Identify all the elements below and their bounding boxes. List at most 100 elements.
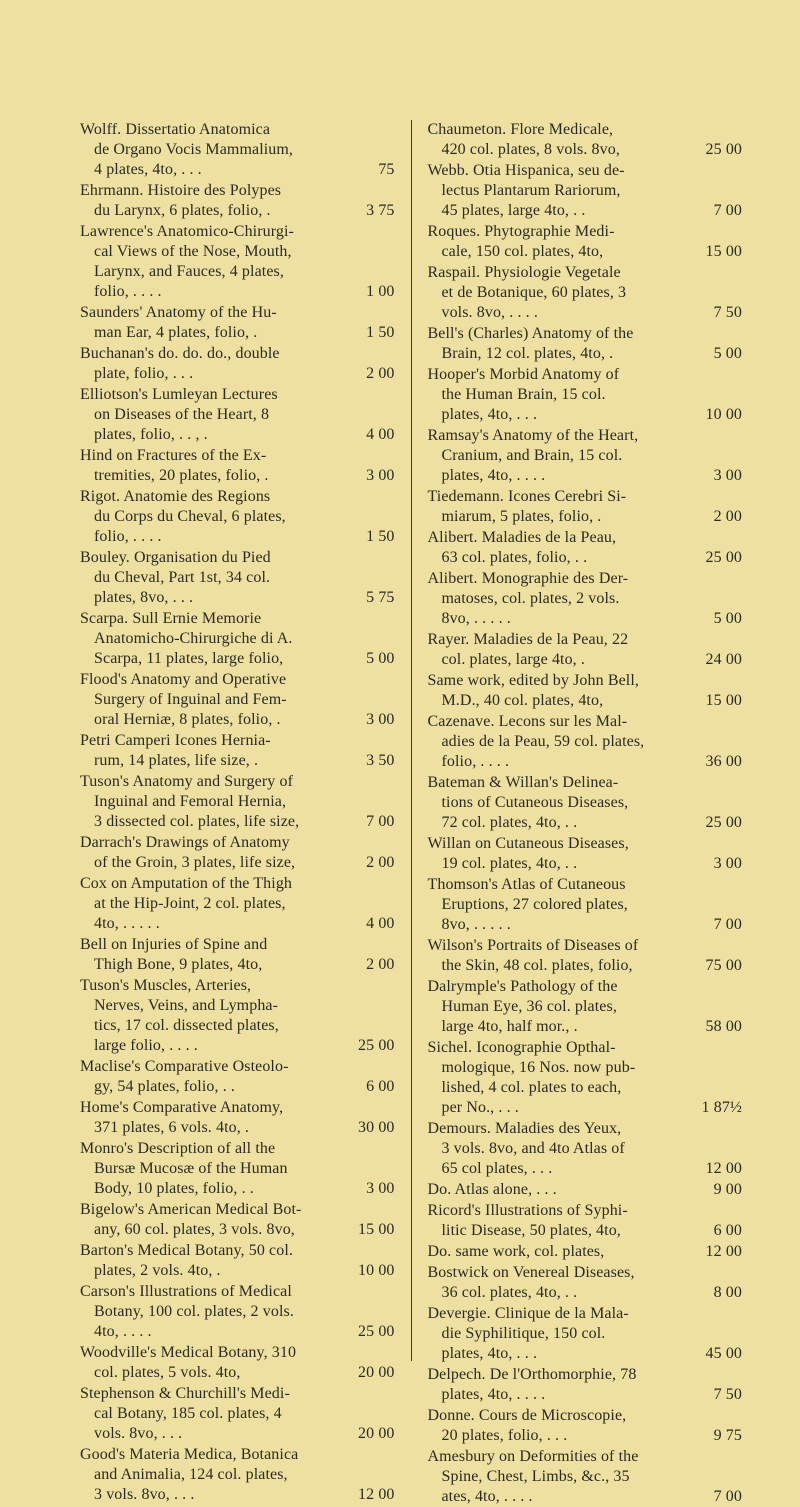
entry-line: Alibert. Monographie des Der-	[427, 569, 628, 589]
entry-line: litic Disease, 50 plates, 4to,	[427, 1221, 627, 1241]
catalog-entry: Do. same work, col. plates,12 00	[427, 1242, 742, 1262]
entry-line: 3 vols. 8vo, and 4to Atlas of	[427, 1139, 624, 1159]
entry-text: Petri Camperi Icones Hernia-rum, 14 plat…	[80, 731, 271, 771]
entry-text: Do. same work, col. plates,	[427, 1242, 604, 1262]
entry-line: Darrach's Drawings of Anatomy	[80, 833, 295, 853]
entry-price: 1 00	[349, 282, 395, 302]
entry-line: Larynx, and Fauces, 4 plates,	[80, 262, 294, 282]
catalog-entry: Lawrence's Anatomico-Chirurgi-cal Views …	[80, 222, 395, 302]
entry-text: Webb. Otia Hispanica, seu de-lectus Plan…	[427, 161, 624, 221]
entry-line: Cazenave. Lecons sur les Mal-	[427, 712, 644, 732]
entry-line: 45 plates, large 4to, . .	[427, 201, 624, 221]
entry-line: Bigelow's American Medical Bot-	[80, 1200, 302, 1220]
entry-price: 24 00	[696, 650, 742, 670]
entry-line: lectus Plantarum Rariorum,	[427, 181, 624, 201]
entry-text: Raspail. Physiologie Vegetaleet de Botan…	[427, 263, 626, 323]
entry-text: Ricord's Illustrations of Syphi-litic Di…	[427, 1201, 627, 1241]
entry-line: ates, 4to, . . . .	[427, 1487, 638, 1507]
entry-price: 7 50	[696, 1385, 742, 1405]
entry-line: et de Botanique, 60 plates, 3	[427, 283, 626, 303]
entry-line: Delpech. De l'Orthomorphie, 78	[427, 1365, 636, 1385]
entry-price: 58 00	[696, 1017, 742, 1037]
entry-line: Surgery of Inguinal and Fem-	[80, 690, 287, 710]
entry-price: 20 00	[349, 1363, 395, 1383]
entry-line: Nerves, Veins, and Lympha-	[80, 996, 279, 1016]
entry-text: Wilson's Portraits of Diseases ofthe Ski…	[427, 936, 638, 976]
entry-price: 75 00	[696, 956, 742, 976]
entry-text: Alibert. Monographie des Der-matoses, co…	[427, 569, 628, 629]
entry-text: Amesbury on Deformities of theSpine, Che…	[427, 1447, 638, 1507]
entry-text: Bell's (Charles) Anatomy of theBrain, 12…	[427, 324, 633, 364]
entry-line: Bursæ Mucosæ of the Human	[80, 1159, 288, 1179]
entry-text: Thomson's Atlas of CutaneousEruptions, 2…	[427, 875, 627, 935]
catalog-entry: Buchanan's do. do. do., doubleplate, fol…	[80, 344, 395, 384]
entry-price: 10 00	[696, 405, 742, 425]
entry-text: Bell on Injuries of Spine andThigh Bone,…	[80, 935, 267, 975]
entry-text: Woodville's Medical Botany, 310col. plat…	[80, 1343, 296, 1383]
entry-text: Bouley. Organisation du Pieddu Cheval, P…	[80, 548, 271, 608]
entry-line: die Syphilitique, 150 col.	[427, 1324, 628, 1344]
entry-line: plates, 8vo, . . .	[80, 588, 271, 608]
entry-line: Alibert. Maladies de la Peau,	[427, 528, 616, 548]
entry-line: 8vo, . . . . .	[427, 915, 627, 935]
entry-line: Do. same work, col. plates,	[427, 1242, 604, 1262]
entry-line: Bell on Injuries of Spine and	[80, 935, 267, 955]
entry-line: man Ear, 4 plates, folio, .	[80, 323, 277, 343]
entry-line: Tuson's Muscles, Arteries,	[80, 976, 279, 996]
entry-line: Body, 10 plates, folio, . .	[80, 1179, 288, 1199]
entry-price: 20 00	[349, 1424, 395, 1444]
entry-line: Donne. Cours de Microscopie,	[427, 1406, 626, 1426]
entry-line: Chaumeton. Flore Medicale,	[427, 120, 619, 140]
entry-price: 9 75	[696, 1426, 742, 1446]
entry-line: col. plates, large 4to, .	[427, 650, 628, 670]
entry-line: miarum, 5 plates, folio, .	[427, 507, 626, 527]
catalog-entry: Monro's Description of all theBursæ Muco…	[80, 1139, 395, 1199]
entry-text: Ehrmann. Histoire des Polypesdu Larynx, …	[80, 181, 281, 221]
entry-price: 45 00	[696, 1344, 742, 1364]
entry-line: 72 col. plates, 4to, . .	[427, 813, 628, 833]
entry-line: du Cheval, Part 1st, 34 col.	[80, 568, 271, 588]
entry-line: Willan on Cutaneous Diseases,	[427, 834, 628, 854]
entry-line: Petri Camperi Icones Hernia-	[80, 731, 271, 751]
entry-price: 3 75	[349, 201, 395, 221]
catalog-entry: Hooper's Morbid Anatomy ofthe Human Brai…	[427, 365, 742, 425]
entry-line: plates, 4to, . . .	[427, 1344, 628, 1364]
entry-text: Demours. Maladies des Yeux,3 vols. 8vo, …	[427, 1119, 624, 1179]
entry-price: 5 00	[696, 609, 742, 629]
entry-text: Rigot. Anatomie des Regionsdu Corps du C…	[80, 487, 286, 547]
entry-line: Thigh Bone, 9 plates, 4to,	[80, 955, 267, 975]
entry-text: Alibert. Maladies de la Peau,63 col. pla…	[427, 528, 616, 568]
entry-text: Hooper's Morbid Anatomy ofthe Human Brai…	[427, 365, 619, 425]
entry-line: folio, . . . .	[80, 282, 294, 302]
entry-line: on Diseases of the Heart, 8	[80, 405, 278, 425]
catalog-entry: Amesbury on Deformities of theSpine, Che…	[427, 1447, 742, 1507]
entry-line: 4to, . . . .	[80, 1322, 294, 1342]
entry-line: du Larynx, 6 plates, folio, .	[80, 201, 281, 221]
catalog-entry: Rayer. Maladies de la Peau, 22col. plate…	[427, 630, 742, 670]
entry-price: 3 00	[349, 466, 395, 486]
catalog-entry: Hind on Fractures of the Ex-tremities, 2…	[80, 446, 395, 486]
entry-text: Roques. Phytographie Medi-cale, 150 col.…	[427, 222, 614, 262]
entry-line: 36 col. plates, 4to, . .	[427, 1283, 634, 1303]
entry-line: col. plates, 5 vols. 4to,	[80, 1363, 296, 1383]
catalog-entry: Demours. Maladies des Yeux,3 vols. 8vo, …	[427, 1119, 742, 1179]
entry-line: cale, 150 col. plates, 4to,	[427, 242, 614, 262]
catalog-entry: Delpech. De l'Orthomorphie, 78plates, 4t…	[427, 1365, 742, 1405]
catalog-entry: Willan on Cutaneous Diseases,19 col. pla…	[427, 834, 742, 874]
entry-price: 15 00	[696, 242, 742, 262]
entry-text: Chaumeton. Flore Medicale,420 col. plate…	[427, 120, 619, 160]
entry-line: 420 col. plates, 8 vols. 8vo,	[427, 140, 619, 160]
entry-line: Wolff. Dissertatio Anatomica	[80, 120, 293, 140]
catalog-entry: Stephenson & Churchill's Medi-cal Botany…	[80, 1384, 395, 1444]
catalog-entry: Donne. Cours de Microscopie,20 plates, f…	[427, 1406, 742, 1446]
entry-text: Bostwick on Venereal Diseases,36 col. pl…	[427, 1263, 634, 1303]
entry-price: 1 50	[349, 527, 395, 547]
entry-line: and Animalia, 124 col. plates,	[80, 1465, 298, 1485]
entry-line: cal Views of the Nose, Mouth,	[80, 242, 294, 262]
catalog-entry: Saunders' Anatomy of the Hu-man Ear, 4 p…	[80, 303, 395, 343]
entry-price: 2 00	[696, 507, 742, 527]
entry-line: Buchanan's do. do. do., double	[80, 344, 280, 364]
entry-text: Tuson's Muscles, Arteries,Nerves, Veins,…	[80, 976, 279, 1056]
entry-line: cal Botany, 185 col. plates, 4	[80, 1404, 290, 1424]
entry-price: 5 00	[349, 649, 395, 669]
